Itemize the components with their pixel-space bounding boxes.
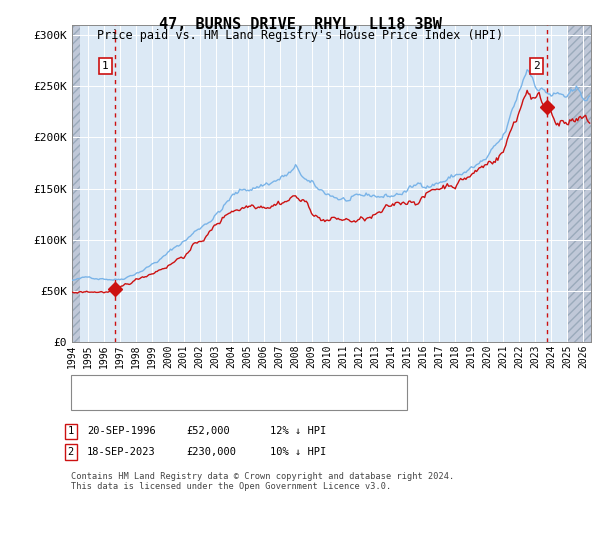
Bar <box>72 25 80 342</box>
Text: 2: 2 <box>533 61 540 71</box>
Text: 1: 1 <box>68 426 74 436</box>
Text: 12% ↓ HPI: 12% ↓ HPI <box>270 426 326 436</box>
Text: Price paid vs. HM Land Registry's House Price Index (HPI): Price paid vs. HM Land Registry's House … <box>97 29 503 42</box>
Bar <box>72 25 80 342</box>
Text: 2: 2 <box>68 447 74 457</box>
Text: 1: 1 <box>102 61 109 71</box>
Text: 47, BURNS DRIVE, RHYL, LL18 3BW: 47, BURNS DRIVE, RHYL, LL18 3BW <box>158 17 442 32</box>
Text: HPI: Average price, detached house, Denbighshire: HPI: Average price, detached house, Denb… <box>108 395 408 405</box>
Text: 20-SEP-1996: 20-SEP-1996 <box>87 426 156 436</box>
Text: 10% ↓ HPI: 10% ↓ HPI <box>270 447 326 457</box>
Text: £230,000: £230,000 <box>186 447 236 457</box>
Text: £52,000: £52,000 <box>186 426 230 436</box>
Text: 18-SEP-2023: 18-SEP-2023 <box>87 447 156 457</box>
Bar <box>567 25 591 342</box>
Text: Contains HM Land Registry data © Crown copyright and database right 2024.
This d: Contains HM Land Registry data © Crown c… <box>71 472 454 491</box>
Text: 47, BURNS DRIVE, RHYL, LL18 3BW (detached house): 47, BURNS DRIVE, RHYL, LL18 3BW (detache… <box>108 380 408 390</box>
Bar <box>567 25 591 342</box>
